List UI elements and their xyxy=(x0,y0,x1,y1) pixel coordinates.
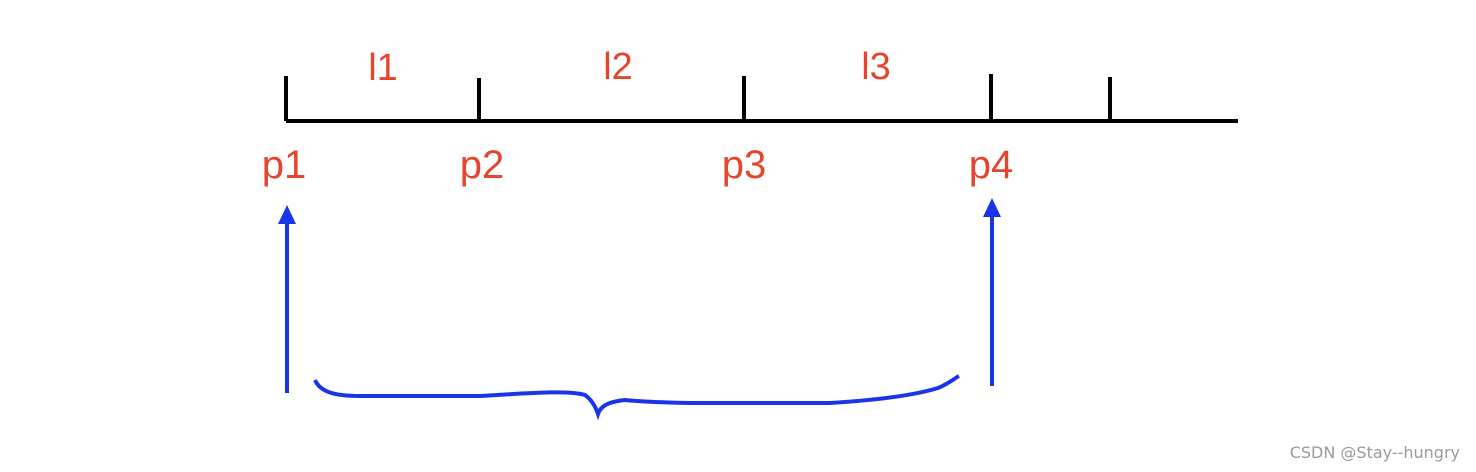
point-label-p2: p2 xyxy=(460,143,505,187)
curly-brace xyxy=(313,374,960,421)
watermark: CSDN @Stay--hungry xyxy=(1289,443,1460,462)
arrow-p4-head xyxy=(983,198,1001,217)
arrow-p1-head xyxy=(278,205,296,224)
segment-label-l2: l2 xyxy=(603,46,633,88)
point-label-p1: p1 xyxy=(262,143,307,187)
point-label-p3: p3 xyxy=(722,143,767,187)
segment-label-l1: l1 xyxy=(368,47,398,89)
segment-label-l3: l3 xyxy=(861,46,891,88)
point-label-p4: p4 xyxy=(969,143,1014,187)
